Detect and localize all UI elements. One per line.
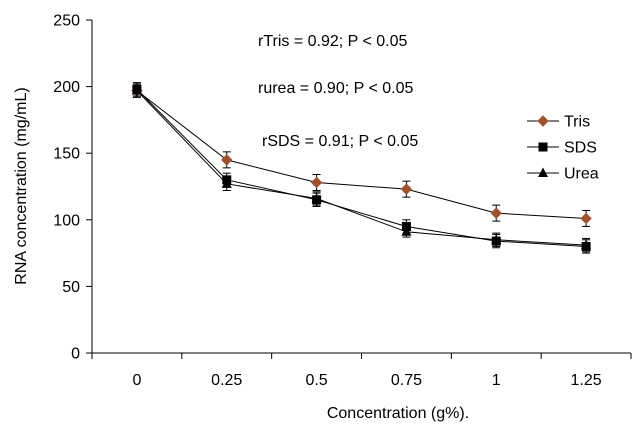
x-tick-label: 1 <box>492 372 501 389</box>
series-line-tris <box>136 90 587 219</box>
legend-marker <box>537 115 549 127</box>
y-tick-label: 100 <box>53 212 80 229</box>
series-urea <box>131 83 592 253</box>
y-tick-label: 250 <box>53 13 80 30</box>
data-point-urea <box>491 234 502 244</box>
annotations: rTris = 0.92; P < 0.05 rurea = 0.90; P <… <box>258 33 418 150</box>
data-point-urea <box>401 226 412 236</box>
legend-label: SDS <box>564 140 597 157</box>
series-sds <box>132 82 591 254</box>
legend-item-sds: SDS <box>527 140 597 157</box>
data-point-urea <box>311 192 322 203</box>
data-point-tris <box>400 183 413 195</box>
data-point-tris <box>580 212 592 225</box>
series-tris <box>131 83 592 227</box>
x-tick-label: 1.25 <box>571 372 602 389</box>
data-point-tris <box>310 176 323 189</box>
legend: Tris SDS Urea <box>527 114 599 183</box>
series-layer <box>131 82 592 254</box>
y-tick-label: 150 <box>53 146 80 163</box>
x-tick-label: 0.5 <box>305 372 327 389</box>
annotation-urea: rurea = 0.90; P < 0.05 <box>258 80 413 97</box>
legend-marker <box>538 142 548 152</box>
annotation-sds: rSDS = 0.91; P < 0.05 <box>262 133 418 150</box>
series-line-urea <box>136 90 587 246</box>
y-ticks: 0 50 100 150 200 250 <box>53 13 92 363</box>
y-tick-label: 200 <box>53 79 80 96</box>
data-point-tris <box>490 207 502 219</box>
data-point-urea <box>581 239 592 250</box>
x-ticks: 0 0.25 0.5 0.75 1 1.25 <box>91 353 632 389</box>
x-tick-label: 0 <box>132 372 141 389</box>
legend-marker <box>538 167 548 177</box>
data-point-urea <box>221 178 232 188</box>
annotation-tris: rTris = 0.92; P < 0.05 <box>258 33 408 50</box>
axes: 0 50 100 150 200 250 0 0.25 0.5 0.75 1 1.25 <box>53 13 632 389</box>
y-tick-label: 50 <box>62 279 80 296</box>
data-point-tris <box>221 154 233 166</box>
series-line-sds <box>136 88 587 247</box>
legend-label: Urea <box>564 166 599 183</box>
legend-item-tris: Tris <box>527 114 590 131</box>
x-tick-label: 0.75 <box>391 372 422 389</box>
legend-label: Tris <box>564 114 590 131</box>
y-axis-title: RNA concentration (mg/mL) <box>13 87 30 284</box>
y-tick-label: 0 <box>71 346 80 363</box>
x-axis-title: Concentration (g%). <box>327 405 469 422</box>
data-point-urea <box>131 85 142 95</box>
x-tick-label: 0.25 <box>211 372 242 389</box>
legend-item-urea: Urea <box>527 166 599 183</box>
